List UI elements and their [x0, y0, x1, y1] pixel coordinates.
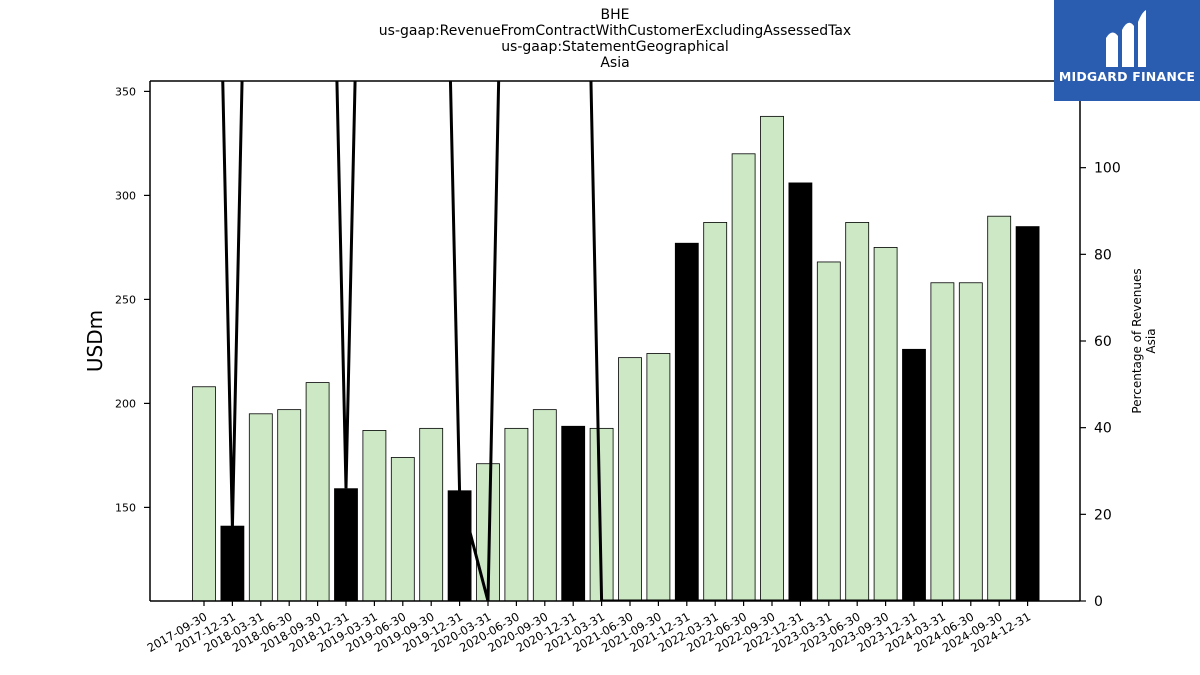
bar-2021-09-30 [646, 353, 671, 602]
y-tick-label-350: 350 [115, 85, 136, 98]
bar-2018-12-31 [334, 488, 358, 602]
chart-subtitle-member: Asia [600, 55, 630, 71]
bar-2023-09-30 [873, 246, 898, 602]
bar-2022-03-31 [703, 222, 728, 602]
y2-tick-label-60: 60 [1094, 334, 1112, 350]
bar-2017-12-31 [220, 525, 245, 602]
bar-2023-12-31 [902, 348, 926, 602]
chart-subtitle-metric: us-gaap:RevenueFromContractWithCustomerE… [378, 23, 852, 39]
bar-2019-03-31 [362, 430, 387, 602]
bar-2018-09-30 [305, 382, 330, 602]
bar-2019-06-30 [390, 457, 415, 602]
bar-2020-12-31 [561, 425, 586, 602]
bar-2023-03-31 [816, 261, 841, 602]
y2-tick-label-80: 80 [1094, 247, 1112, 263]
y-tick-label-200: 200 [115, 397, 136, 410]
y-tick-label-150: 150 [115, 501, 136, 514]
bar-2022-12-31 [788, 182, 813, 602]
percentage-line [221, 81, 1028, 601]
bar-2023-06-30 [845, 222, 870, 602]
logo-text: MIDGARD FINANCE [1058, 69, 1196, 84]
y2-axis-label-line-0: Percentage of Revenues [1130, 268, 1144, 413]
logo: MIDGARD FINANCE [1054, 0, 1200, 101]
bar-2024-09-30 [987, 215, 1012, 602]
bar-2024-03-31 [930, 282, 955, 602]
bar-2021-06-30 [618, 357, 642, 602]
bar-2020-06-30 [504, 427, 529, 602]
midgard-m-icon [1106, 10, 1146, 67]
bar-2024-12-31 [1015, 226, 1040, 602]
y-tick-label-250: 250 [115, 293, 136, 306]
bar-2018-03-31 [248, 413, 273, 602]
bar-2022-06-30 [731, 153, 756, 602]
bar-2020-09-30 [532, 409, 557, 602]
y2-axis-label-line-1: Asia [1144, 328, 1158, 353]
y2-tick-label-100: 100 [1094, 161, 1121, 177]
y-axis-label: USDm [83, 310, 107, 372]
bar-2017-09-30 [192, 386, 216, 602]
bar-2022-09-30 [760, 115, 784, 602]
y2-tick-label-20: 20 [1094, 507, 1112, 523]
bar-2019-09-30 [419, 427, 444, 602]
chart-subtitle-axis: us-gaap:StatementGeographical [501, 39, 729, 55]
chart-title: BHE [600, 7, 630, 23]
bar-2021-12-31 [674, 242, 699, 602]
y2-tick-label-0: 0 [1094, 594, 1103, 610]
bar-2019-12-31 [447, 490, 472, 602]
y2-tick-label-40: 40 [1094, 421, 1112, 437]
bar-2018-06-30 [277, 409, 302, 602]
y-tick-label-300: 300 [115, 189, 136, 202]
bar-2024-06-30 [958, 282, 983, 602]
